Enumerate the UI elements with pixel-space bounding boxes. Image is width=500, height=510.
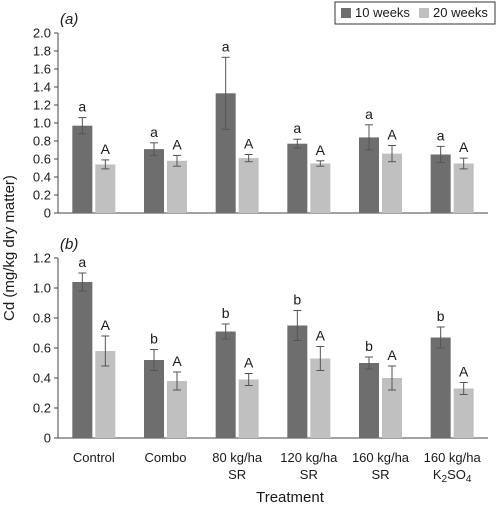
panel-b-ytick-label-5: 1.0: [33, 281, 51, 296]
panel-b-10-weeks-120-kg-ha-sr-bar: [287, 325, 308, 438]
panel-a-ytick-label-0: 0: [44, 206, 51, 221]
panel-a-10-weeks-160-kg-ha-sr-bar: [359, 137, 379, 213]
category-label-5: 160 kg/ha K2SO4: [424, 450, 482, 485]
panel-a-10-weeks-80-kg-ha-sr-significance-label: a: [222, 38, 230, 54]
legend-box: [334, 1, 496, 25]
panel-a-20-weeks-120-kg-ha-sr-significance-label: A: [316, 142, 326, 158]
panel-a-20-weeks-120-kg-ha-sr-bar: [310, 163, 331, 213]
category-label-3-line-1: SR: [300, 467, 318, 482]
panel-b-20-weeks-160-kg-ha-sr-bar: [382, 378, 402, 438]
panel-b-10-weeks-combo-bar: [144, 360, 164, 438]
panel-b-ytick-label-0: 0: [44, 431, 51, 446]
panel-a-10-weeks-control-bar: [72, 125, 93, 213]
category-label-4-line-1: SR: [371, 467, 389, 482]
panel-b-20-weeks-combo-significance-label: A: [172, 353, 182, 369]
category-label-0: Control: [73, 450, 115, 465]
category-label-3: 120 kg/ha SR: [280, 450, 338, 482]
panel-a-ytick-label-7: 1.4: [33, 80, 51, 95]
panel-a-ytick-label-8: 1.6: [33, 62, 51, 77]
panel-a-ytick-label-5: 1.0: [33, 116, 51, 131]
category-label-4-line-0: 160 kg/ha: [352, 450, 410, 465]
panel-b-ytick-label-6: 1.2: [33, 251, 51, 266]
panel-b-20-weeks-combo-bar: [167, 381, 187, 438]
panel-a-10-weeks-combo-bar: [144, 149, 164, 213]
category-label-5-line-0: 160 kg/ha: [424, 450, 482, 465]
legend-swatch-20-weeks: [419, 8, 429, 18]
category-label-0-line-0: Control: [73, 450, 115, 465]
panel-a-10-weeks-combo-significance-label: a: [150, 124, 158, 140]
category-label-1: Combo: [145, 450, 187, 465]
panel-a-10-weeks-160-kg-ha-k2so4-significance-label: a: [437, 127, 445, 143]
panel-a-10-weeks-120-kg-ha-sr-bar: [287, 143, 308, 213]
panel-a-20-weeks-160-kg-ha-sr-bar: [382, 153, 402, 213]
panel-b-10-weeks-80-kg-ha-sr-significance-label: b: [222, 305, 230, 321]
panel-a-ytick-label-9: 1.8: [33, 44, 51, 59]
panel-b-10-weeks-combo-significance-label: b: [150, 331, 158, 347]
panel-a-ytick-label-4: 0.8: [33, 134, 51, 149]
panel-b-ytick-label-3: 0.6: [33, 341, 51, 356]
legend-swatch-10-weeks: [341, 8, 351, 18]
category-label-1-line-0: Combo: [145, 450, 187, 465]
panel-a-ytick-label-1: 0.2: [33, 188, 51, 203]
panel-a-10-weeks-80-kg-ha-sr-bar: [215, 93, 236, 213]
panel-b-20-weeks-120-kg-ha-sr-bar: [310, 358, 331, 438]
panel-a-20-weeks-160-kg-ha-k2so4-significance-label: A: [459, 139, 469, 155]
panel-a-ytick-label-2: 0.4: [33, 170, 51, 185]
panel-a-10-weeks-160-kg-ha-k2so4-bar: [430, 154, 451, 213]
panel-a-ytick-label-3: 0.6: [33, 152, 51, 167]
category-label-5-line-1: K2SO4: [433, 467, 472, 485]
y-axis-label: Cd (mg/kg dry matter): [1, 175, 18, 321]
panel-a-20-weeks-combo-bar: [167, 160, 187, 213]
legend-label-20-weeks: 20 weeks: [433, 5, 488, 20]
panel-b-ytick-label-1: 0.2: [33, 401, 51, 416]
panel-b-10-weeks-160-kg-ha-k2so4-bar: [430, 337, 451, 438]
legend: 10 weeks 20 weeks: [334, 1, 496, 25]
panel-b-ytick-label-4: 0.8: [33, 311, 51, 326]
panel-b-20-weeks-80-kg-ha-sr-significance-label: A: [244, 355, 254, 371]
panel-b-label: (b): [60, 236, 78, 253]
panel-a-20-weeks-combo-significance-label: A: [172, 136, 182, 152]
panel-b-10-weeks-160-kg-ha-sr-significance-label: b: [365, 338, 373, 354]
panel-a-20-weeks-160-kg-ha-sr-significance-label: A: [387, 127, 397, 143]
panel-b-ytick-label-2: 0.4: [33, 371, 51, 386]
panel-a-20-weeks-160-kg-ha-k2so4-bar: [453, 163, 474, 213]
x-axis-label: Treatment: [256, 489, 325, 506]
category-label-4: 160 kg/ha SR: [352, 450, 410, 482]
panel-a-ytick-label-6: 1.2: [33, 98, 51, 113]
panel-a-10-weeks-120-kg-ha-sr-significance-label: a: [293, 120, 301, 136]
panel-a-20-weeks-control-significance-label: A: [101, 141, 111, 157]
panel-a-label: (a): [60, 11, 78, 28]
category-label-2-line-1: SR: [228, 467, 246, 482]
panel-b-20-weeks-120-kg-ha-sr-significance-label: A: [316, 328, 326, 344]
panel-b-20-weeks-control-significance-label: A: [101, 317, 111, 333]
category-label-3-line-0: 120 kg/ha: [280, 450, 338, 465]
panel-b-10-weeks-160-kg-ha-k2so4-significance-label: b: [437, 308, 445, 324]
panel-b-20-weeks-160-kg-ha-k2so4-significance-label: A: [459, 364, 469, 380]
panel-a: (a) 0 0.2 0.4 0.6 0.8 1.0 1.2 1.4 1.6 1.8 2.0 a a a a a…: [33, 11, 488, 221]
panel-b-10-weeks-160-kg-ha-sr-bar: [359, 363, 379, 438]
category-label-2-line-0: 80 kg/ha: [212, 450, 263, 465]
legend-label-10-weeks: 10 weeks: [355, 5, 410, 20]
panel-a-20-weeks-control-bar: [95, 164, 116, 213]
panel-b-10-weeks-control-bar: [72, 282, 93, 438]
panel-a-20-weeks-80-kg-ha-sr-bar: [238, 158, 259, 213]
panel-b-20-weeks-160-kg-ha-sr-significance-label: A: [387, 347, 397, 363]
panel-b-10-weeks-80-kg-ha-sr-bar: [215, 331, 236, 438]
panel-b-10-weeks-120-kg-ha-sr-significance-label: b: [293, 292, 301, 308]
category-label-2: 80 kg/ha SR: [212, 450, 263, 482]
panel-b-20-weeks-control-bar: [95, 351, 116, 438]
panel-a-ytick-label-10: 2.0: [33, 26, 51, 41]
panel-b-20-weeks-80-kg-ha-sr-bar: [238, 379, 259, 438]
panel-a-10-weeks-control-significance-label: a: [78, 99, 86, 115]
panel-a-20-weeks-80-kg-ha-sr-significance-label: A: [244, 136, 254, 152]
panel-a-10-weeks-160-kg-ha-sr-significance-label: a: [365, 106, 373, 122]
panel-b-10-weeks-control-significance-label: a: [78, 254, 86, 270]
panel-b-20-weeks-160-kg-ha-k2so4-bar: [453, 388, 474, 438]
